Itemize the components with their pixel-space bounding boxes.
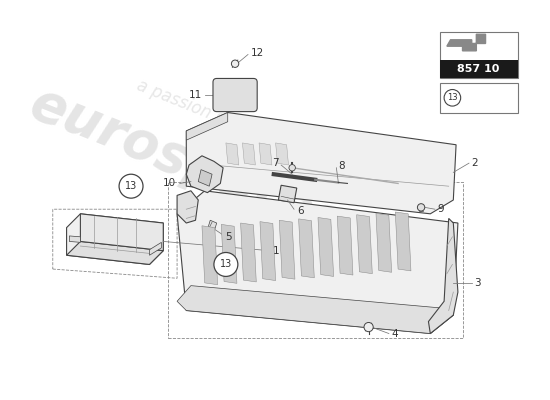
Polygon shape	[240, 223, 256, 282]
Text: 857 10: 857 10	[458, 64, 500, 74]
Text: 7: 7	[272, 158, 278, 168]
Text: 13: 13	[125, 181, 137, 191]
Polygon shape	[207, 220, 217, 232]
Text: eurospares: eurospares	[22, 77, 350, 250]
Text: 6: 6	[297, 206, 304, 216]
Polygon shape	[226, 143, 239, 165]
Polygon shape	[243, 143, 255, 165]
Polygon shape	[447, 34, 486, 51]
Text: 12: 12	[251, 48, 264, 58]
Polygon shape	[202, 226, 218, 285]
Circle shape	[232, 60, 239, 68]
Polygon shape	[186, 112, 228, 140]
FancyBboxPatch shape	[439, 32, 518, 78]
Polygon shape	[221, 224, 237, 283]
Circle shape	[119, 174, 143, 198]
FancyBboxPatch shape	[439, 83, 518, 112]
Polygon shape	[186, 156, 223, 193]
Polygon shape	[276, 143, 289, 165]
Polygon shape	[337, 216, 353, 275]
Polygon shape	[395, 212, 411, 271]
Polygon shape	[318, 218, 334, 276]
FancyBboxPatch shape	[213, 78, 257, 112]
Circle shape	[417, 204, 425, 211]
Polygon shape	[376, 213, 392, 272]
Polygon shape	[177, 286, 453, 334]
Polygon shape	[177, 191, 458, 334]
Text: 1: 1	[273, 246, 279, 256]
Polygon shape	[299, 219, 314, 278]
Circle shape	[444, 90, 461, 106]
Polygon shape	[279, 220, 295, 279]
Polygon shape	[80, 214, 163, 251]
Polygon shape	[198, 170, 212, 186]
Circle shape	[364, 322, 373, 332]
Text: a passion since 1985: a passion since 1985	[134, 76, 303, 158]
Text: 4: 4	[392, 328, 398, 338]
Text: 5: 5	[225, 232, 232, 242]
Text: 2: 2	[472, 158, 478, 168]
Polygon shape	[260, 222, 276, 280]
Polygon shape	[356, 215, 372, 274]
Text: 3: 3	[475, 278, 481, 288]
Polygon shape	[278, 185, 297, 203]
Polygon shape	[259, 143, 272, 165]
Text: 10: 10	[163, 178, 176, 188]
Text: 13: 13	[447, 93, 458, 102]
Circle shape	[214, 252, 238, 276]
FancyBboxPatch shape	[439, 60, 518, 78]
Text: 11: 11	[189, 90, 202, 100]
Polygon shape	[177, 191, 198, 223]
Polygon shape	[67, 214, 163, 264]
Polygon shape	[186, 112, 456, 214]
Polygon shape	[67, 242, 163, 264]
Text: 9: 9	[438, 204, 444, 214]
Polygon shape	[69, 236, 80, 242]
Circle shape	[289, 164, 295, 171]
Text: 13: 13	[220, 260, 232, 270]
Polygon shape	[428, 218, 458, 334]
Polygon shape	[150, 242, 162, 255]
Text: 8: 8	[338, 161, 345, 171]
